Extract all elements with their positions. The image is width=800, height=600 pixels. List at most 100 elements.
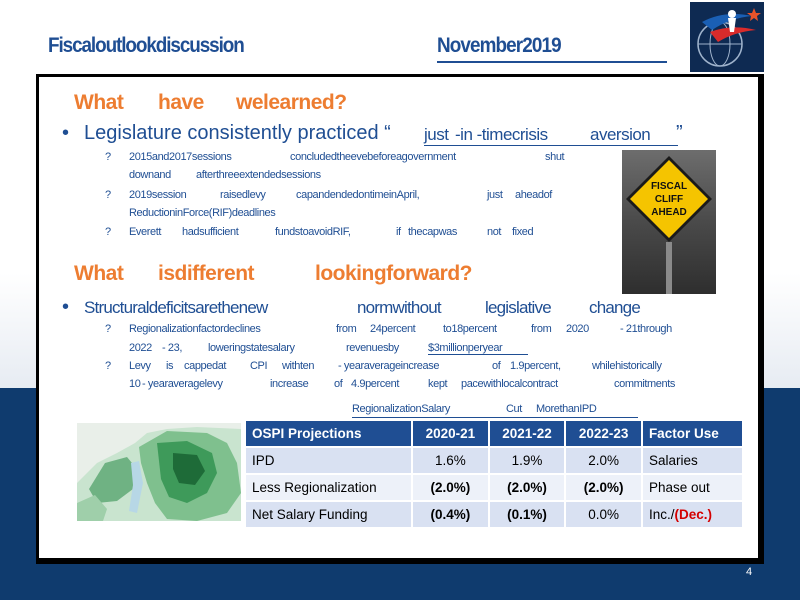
fiscal-cliff-sign-image: FISCAL CLIFF AHEAD — [622, 150, 716, 294]
page-number: 4 — [746, 566, 753, 578]
sub-text: from — [336, 323, 357, 335]
sub-text: ReductioninForce(RIF)deadlines — [129, 207, 276, 219]
table-header-cell: Factor Use — [640, 419, 745, 448]
table-header-cell: 2022-23 — [564, 419, 643, 448]
table-cell-negative: (0.4%) — [411, 500, 490, 529]
bullet-quote-just: just — [424, 125, 449, 144]
table-row: Less Regionalization (2.0%) (2.0%) (2.0%… — [243, 473, 745, 502]
bullet-structural-text: normwithout — [357, 298, 442, 317]
sub-text: shut — [545, 151, 565, 163]
caption-underline — [352, 417, 638, 418]
table-cell-factor: Inc./(Dec.) — [640, 500, 745, 529]
table-cell-negative: (0.1%) — [487, 500, 567, 529]
sub-marker: ? — [105, 189, 112, 201]
table-cell: 0.0% — [564, 500, 643, 529]
sub-text: increase — [270, 378, 309, 390]
table-cell: 2.0% — [564, 446, 643, 475]
sub-text: just — [487, 189, 503, 201]
cliff-sign-line2: CLIFF — [655, 194, 683, 205]
sub-text: raisedlevy — [220, 189, 266, 201]
sub-text: - 23, — [162, 342, 183, 354]
table-row: IPD 1.6% 1.9% 2.0% Salaries — [243, 446, 745, 475]
sub-text: concludedtheevebeforeagovernment — [290, 151, 456, 163]
table-cell: Net Salary Funding — [243, 500, 414, 529]
table-cell-negative: (2.0%) — [487, 473, 567, 502]
bullet-quote-close: ” — [676, 122, 683, 144]
sub-text-underlined: $3millionperyear — [428, 342, 529, 355]
table-caption: RegionalizationSalary Cut MorethanIPD — [352, 403, 597, 415]
bullet-quote-crisis: -in -timecrisis — [455, 125, 548, 144]
quote-underline — [424, 145, 678, 146]
table-cell: Phase out — [640, 473, 745, 502]
table-header-cell: 2020-21 — [411, 419, 490, 448]
sub-text: thecapwas — [408, 226, 457, 238]
sub-text: fundstoavoidRIF, — [275, 226, 351, 238]
bullet-structural-text: Structuraldeficitsarethenew — [84, 298, 268, 317]
ospi-projections-table: OSPI Projections 2020-21 2021-22 2022-23… — [243, 419, 745, 529]
sub-text: pacewithlocalcontract — [461, 378, 558, 390]
sub-text: - 21through — [620, 323, 672, 335]
sub-text: 2015and2017sessions — [129, 151, 232, 163]
slide-title: Fiscaloutlookdiscussion — [48, 34, 245, 57]
sub-text: from — [531, 323, 552, 335]
table-cell-negative: (2.0%) — [411, 473, 490, 502]
sub-text: of — [492, 360, 501, 372]
sub-text: of — [334, 378, 343, 390]
sub-text: fixed — [512, 226, 534, 238]
sub-text: revenuesby — [346, 342, 399, 354]
sub-text: withten — [282, 360, 315, 372]
sub-text: Levy — [129, 360, 151, 372]
sub-marker: ? — [105, 323, 112, 335]
bullet-legislature: • — [62, 122, 69, 145]
sub-text: kept — [428, 378, 448, 390]
table-cell: 1.9% — [487, 446, 567, 475]
sub-text: - yearaveragelevy — [142, 378, 223, 390]
sub-text: downand — [129, 169, 171, 181]
bullet-legislature-text: Legislature consistently practiced “ — [84, 122, 391, 144]
sub-text: hadsufficient — [182, 226, 239, 238]
sub-text: cappedat — [184, 360, 227, 372]
slide-date: November2019 — [437, 34, 562, 57]
sub-text: 2019session — [129, 189, 187, 201]
sub-text: is — [166, 360, 174, 372]
table-cell: Salaries — [640, 446, 745, 475]
bullet-structural-text: change — [589, 298, 641, 317]
table-cell-negative: (2.0%) — [564, 473, 643, 502]
sub-text: not — [487, 226, 502, 238]
dec-label: (Dec.) — [674, 507, 712, 522]
bullet-quote-aversion: aversion — [590, 125, 651, 144]
sub-text: afterthreeextendedsessions — [196, 169, 321, 181]
sub-text: 1.9percent, — [510, 360, 561, 372]
sub-text: whilehistorically — [592, 360, 662, 372]
sub-text: 24percent — [370, 323, 416, 335]
sub-text: Everett — [129, 226, 162, 238]
sub-text: 2020 — [566, 323, 589, 335]
sub-text: commitments — [614, 378, 675, 390]
sub-text: Regionalizationfactordeclines — [129, 323, 261, 335]
sub-text: capandendedontimeinApril, — [296, 189, 420, 201]
sub-text: 10 — [129, 378, 141, 390]
sub-text: aheadof — [515, 189, 552, 201]
sub-marker: ? — [105, 151, 112, 163]
table-cell: Less Regionalization — [243, 473, 414, 502]
table-row: Net Salary Funding (0.4%) (0.1%) 0.0% In… — [243, 500, 745, 529]
table-header-cell: 2021-22 — [487, 419, 567, 448]
table-header-row: OSPI Projections 2020-21 2021-22 2022-23… — [243, 419, 745, 448]
sub-text: CPI — [250, 360, 268, 372]
sub-text: to18percent — [443, 323, 497, 335]
cliff-sign-line3: AHEAD — [651, 207, 687, 218]
sub-text: if — [396, 226, 401, 238]
regionalization-map-image — [77, 423, 241, 521]
bullet-dot: • — [62, 122, 70, 144]
sub-text: loweringstatesalary — [208, 342, 295, 354]
table-header-cell: OSPI Projections — [243, 419, 414, 448]
table-cell: IPD — [243, 446, 414, 475]
sub-marker: ? — [105, 360, 112, 372]
sub-text: 2022 — [129, 342, 152, 354]
sub-marker: ? — [105, 226, 112, 238]
bullet-dot: • — [62, 296, 70, 318]
sub-text: - yearaverageincrease — [338, 360, 440, 372]
bullet-structural-text: legislative — [485, 298, 552, 317]
district-logo — [690, 2, 764, 72]
table-cell: 1.6% — [411, 446, 490, 475]
